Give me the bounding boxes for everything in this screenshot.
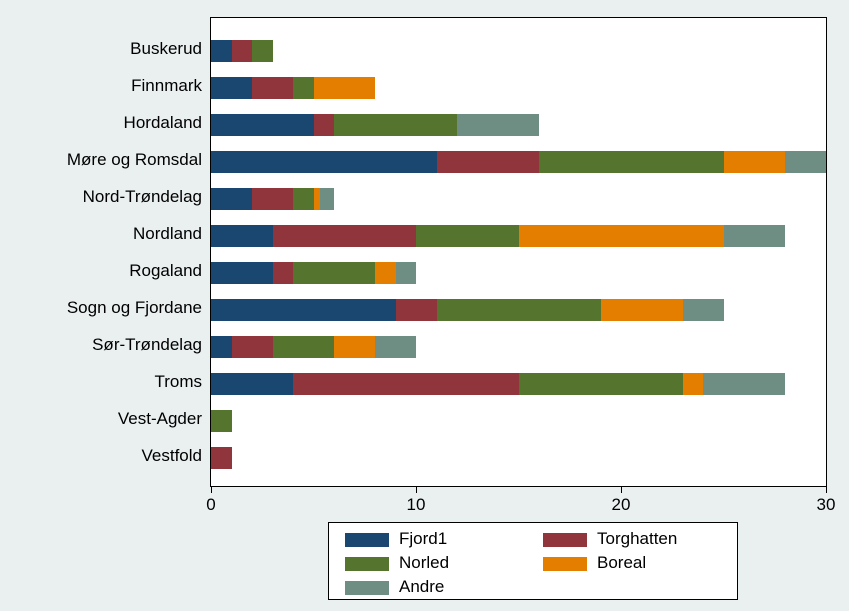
x-tick [826,487,827,493]
y-axis-label: Vest-Agder [118,409,202,429]
y-axis-label: Møre og Romsdal [67,150,202,170]
bar-segment [273,262,294,284]
bar-segment [211,40,232,62]
bar-segment [211,151,437,173]
bar-segment [396,262,417,284]
y-axis-label: Sogn og Fjordane [67,298,202,318]
bar-segment [334,114,457,136]
bar-segment [375,262,396,284]
x-tick [211,487,212,493]
y-axis-label: Buskerud [130,39,202,59]
y-axis-label: Troms [154,372,202,392]
bar-segment [703,373,785,395]
bar-segment [211,225,273,247]
bar-segment [293,373,519,395]
bar-segment [273,225,417,247]
bar-segment [724,151,786,173]
bar-segment [375,336,416,358]
y-axis-label: Hordaland [124,113,202,133]
bar-segment [785,151,826,173]
x-axis-label: 20 [612,495,631,515]
x-axis-label: 0 [206,495,215,515]
bar-segment [211,262,273,284]
bar-segment [252,40,273,62]
bar-segment [293,77,314,99]
legend-swatch [543,533,587,547]
y-axis-label: Sør-Trøndelag [92,335,202,355]
y-axis-label: Rogaland [129,261,202,281]
y-axis-label: Finnmark [131,76,202,96]
legend: Fjord1 Torghatten Norled Boreal Andre [328,522,738,600]
legend-label: Norled [399,553,449,573]
legend-swatch [543,557,587,571]
legend-swatch [345,557,389,571]
bar-segment [539,151,724,173]
x-tick [621,487,622,493]
bar-segment [252,77,293,99]
bar-segment [416,225,519,247]
bar-segment [683,299,724,321]
bar-segment [211,299,396,321]
bar-segment [437,151,540,173]
bar-segment [211,410,232,432]
bar-segment [211,336,232,358]
bar-segment [457,114,539,136]
bar-segment [437,299,601,321]
x-axis-label: 10 [407,495,426,515]
bar-segment [211,188,252,210]
bar-segment [232,336,273,358]
bar-segment [396,299,437,321]
legend-label: Andre [399,577,444,597]
bar-segment [293,188,314,210]
bar-segment [293,262,375,284]
bar-segment [211,373,293,395]
bar-segment [334,336,375,358]
legend-swatch [345,533,389,547]
bar-segment [273,336,335,358]
bar-segment [683,373,704,395]
plot-area [210,17,827,487]
y-axis-label: Vestfold [142,446,203,466]
y-axis-label: Nord-Trøndelag [83,187,202,207]
x-tick [416,487,417,493]
bar-segment [211,114,314,136]
bar-segment [519,225,724,247]
bar-segment [314,114,335,136]
legend-label: Torghatten [597,529,677,549]
legend-swatch [345,581,389,595]
bar-segment [314,77,376,99]
bar-segment [724,225,786,247]
bar-segment [320,188,334,210]
legend-label: Fjord1 [399,529,447,549]
bar-segment [232,40,253,62]
bar-segment [601,299,683,321]
bar-segment [519,373,683,395]
bar-segment [252,188,293,210]
y-axis-label: Nordland [133,224,202,244]
x-axis-label: 30 [817,495,836,515]
bar-segment [211,447,232,469]
bar-segment [211,77,252,99]
legend-label: Boreal [597,553,646,573]
